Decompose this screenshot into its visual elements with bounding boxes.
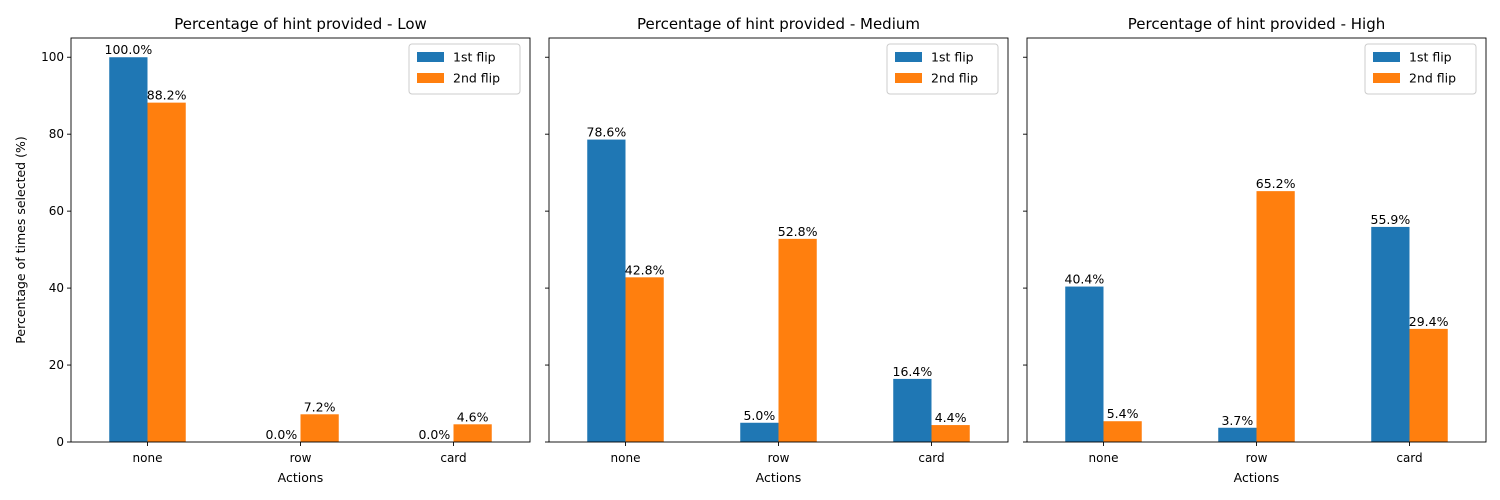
bar-2nd-flip-card: [931, 425, 970, 442]
legend-label: 1st flip: [931, 50, 974, 65]
x-tick-label: card: [918, 451, 944, 465]
data-label: 42.8%: [625, 262, 665, 277]
x-tick-label: none: [133, 451, 163, 465]
x-tick-label: row: [290, 451, 312, 465]
bar-1st-flip-row: [1218, 427, 1257, 442]
bar-1st-flip-row: [740, 422, 779, 442]
bar-1st-flip-none: [1065, 286, 1104, 442]
bar-1st-flip-card: [1371, 226, 1410, 442]
legend: 1st flip 2nd flip: [886, 43, 999, 95]
legend-label: 2nd flip: [931, 71, 978, 86]
x-axis-label: Actions: [756, 470, 802, 485]
legend: 1st flip 2nd flip: [1364, 43, 1477, 95]
x-axis-label: Actions: [278, 470, 324, 485]
legend-label: 2nd flip: [453, 71, 500, 86]
bar-2nd-flip-none: [1103, 421, 1142, 442]
data-label: 29.4%: [1409, 314, 1449, 329]
x-tick-label: card: [1396, 451, 1422, 465]
chart-title: Percentage of hint provided - High: [1128, 15, 1385, 33]
legend-swatch: [1373, 52, 1400, 62]
chart-title: Percentage of hint provided - Medium: [637, 15, 920, 33]
data-label: 55.9%: [1371, 212, 1411, 227]
legend: 1st flip 2nd flip: [408, 43, 521, 95]
bar-2nd-flip-none: [625, 277, 664, 442]
data-label: 4.6%: [457, 409, 489, 424]
y-tick-label: 80: [49, 127, 64, 141]
bar-2nd-flip-card: [453, 424, 492, 442]
subplot-1: 100.0% 0.0% 0.0% 88.2% 7.2% 4.6% 0 20 40 60 80 100 n…: [13, 15, 531, 485]
data-label: 0.0%: [265, 427, 297, 442]
data-label: 5.0%: [743, 408, 775, 423]
x-tick-label: none: [611, 451, 641, 465]
y-tick-label: 40: [49, 281, 64, 295]
bar-1st-flip-none: [587, 139, 626, 442]
data-label: 5.4%: [1107, 406, 1139, 421]
bar-2nd-flip-row: [300, 414, 339, 442]
data-label: 16.4%: [893, 364, 933, 379]
data-label: 88.2%: [147, 88, 187, 103]
bar-2nd-flip-card: [1409, 328, 1448, 442]
data-label: 3.7%: [1221, 413, 1253, 428]
legend-label: 1st flip: [1409, 50, 1452, 65]
data-label: 0.0%: [418, 427, 450, 442]
data-label: 40.4%: [1065, 272, 1105, 287]
legend-swatch: [417, 73, 444, 83]
y-tick-label: 100: [41, 50, 64, 64]
subplot-3: 40.4% 3.7% 55.9% 5.4% 65.2% 29.4% none row card P…: [1023, 15, 1487, 485]
legend-label: 2nd flip: [1409, 71, 1456, 86]
x-tick-label: row: [768, 451, 790, 465]
y-tick-label: 0: [56, 435, 64, 449]
x-tick-label: none: [1089, 451, 1119, 465]
y-tick-label: 20: [49, 358, 64, 372]
x-axis-label: Actions: [1234, 470, 1280, 485]
data-label: 100.0%: [105, 42, 153, 57]
legend-swatch: [1373, 73, 1400, 83]
legend-label: 1st flip: [453, 50, 496, 65]
bar-2nd-flip-none: [147, 102, 186, 442]
subplot-2: 78.6% 5.0% 16.4% 42.8% 52.8% 4.4% none row card P…: [545, 15, 1009, 485]
legend-swatch: [895, 52, 922, 62]
legend-swatch: [417, 52, 444, 62]
data-label: 7.2%: [304, 399, 336, 414]
data-label: 4.4%: [935, 410, 967, 425]
y-axis-label: Percentage of times selected (%): [13, 136, 28, 343]
chart-title: Percentage of hint provided - Low: [174, 15, 427, 33]
data-label: 65.2%: [1256, 176, 1296, 191]
bar-1st-flip-card: [893, 378, 932, 442]
data-label: 52.8%: [778, 224, 818, 239]
bar-2nd-flip-row: [1256, 191, 1295, 442]
bar-2nd-flip-row: [778, 238, 817, 442]
x-tick-label: card: [440, 451, 466, 465]
legend-swatch: [895, 73, 922, 83]
x-tick-label: row: [1246, 451, 1268, 465]
bar-1st-flip-none: [109, 57, 148, 442]
y-tick-label: 60: [49, 204, 64, 218]
data-label: 78.6%: [587, 125, 627, 140]
